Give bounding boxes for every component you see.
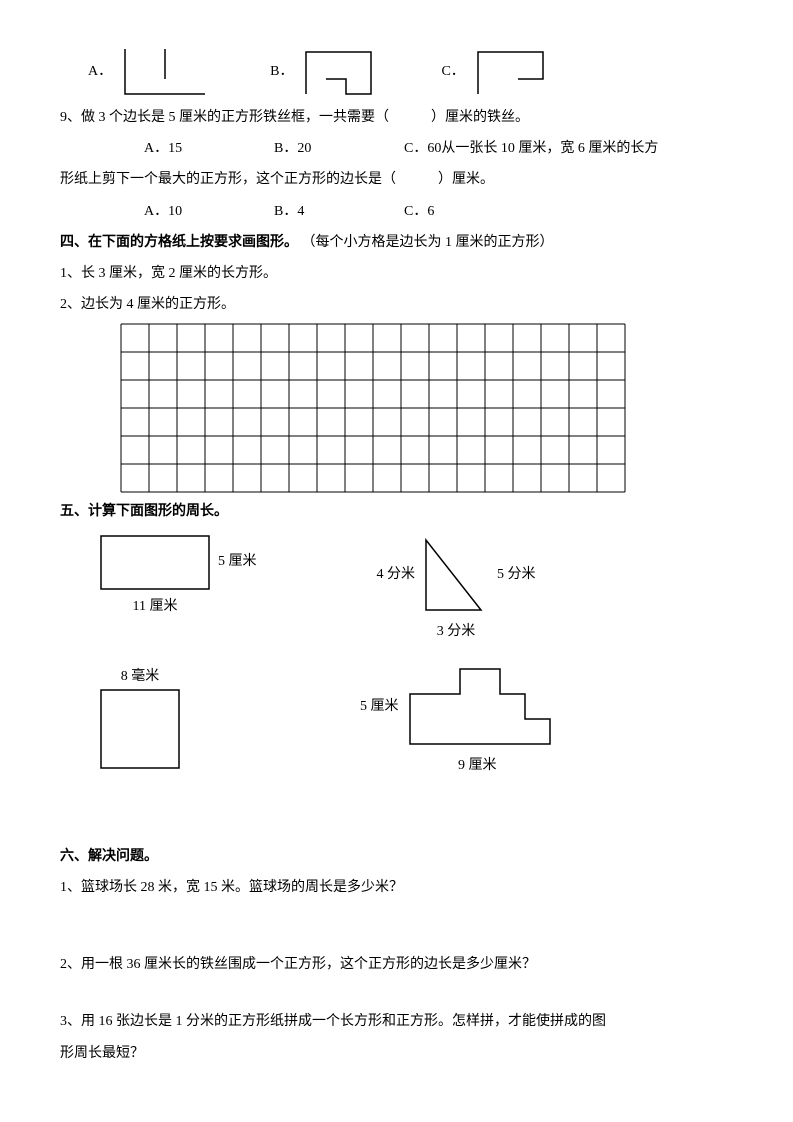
s4-note: （每个小方格是边长为 1 厘米的正方形） [302, 235, 554, 250]
triangle-icon [421, 535, 491, 615]
s6-q2: 2、用一根 36 厘米长的铁丝围成一个正方形，这个正方形的边长是多少厘米？ [60, 952, 733, 977]
square-icon [100, 689, 180, 769]
s5-title: 五、计算下面图形的周长。 [60, 499, 733, 524]
s5-triangle: 4 分米 5 分米 3 分米 [377, 535, 536, 644]
s5-row2: 8 毫米 5 厘米 9 厘米 [100, 664, 733, 778]
q9-text: 9、做 3 个边长是 5 厘米的正方形铁丝框，一共需要（ ）厘米的铁丝。 [60, 105, 733, 130]
q8-optB-label: B． [270, 59, 293, 84]
q9-ans-optA: A．10 [144, 199, 274, 224]
q8-optA: A． [88, 44, 210, 99]
q9-optA: A．15 [144, 136, 274, 161]
shape-a-icon [120, 44, 210, 99]
stair-bottom: 9 厘米 [400, 753, 555, 778]
stair-left: 5 厘米 [360, 694, 399, 719]
tri-right: 5 分米 [497, 562, 536, 587]
s5-row1: 5 厘米 11 厘米 4 分米 5 分米 3 分米 [100, 535, 733, 644]
q8-optC-label: C． [441, 59, 464, 84]
q8-optB: B． [270, 44, 381, 99]
s4-heading: 四、在下面的方格纸上按要求画图形。 （每个小方格是边长为 1 厘米的正方形） [60, 230, 733, 255]
rectangle-icon [100, 535, 210, 590]
q9-optC: C．60 [404, 136, 441, 161]
s4-title: 四、在下面的方格纸上按要求画图形。 [60, 235, 298, 250]
q9-ans-optC: C．6 [404, 199, 434, 224]
q9-options: A．15 B．20 C．60 从一张长 10 厘米，宽 6 厘米的长方 [60, 136, 733, 161]
q9-tail: 从一张长 10 厘米，宽 6 厘米的长方 [441, 136, 658, 161]
s4-q2: 2、边长为 4 厘米的正方形。 [60, 292, 733, 317]
s6-q1: 1、篮球场长 28 米，宽 15 米。篮球场的周长是多少米？ [60, 875, 733, 900]
grid-icon [120, 323, 626, 493]
q8-optC: C． [441, 44, 552, 99]
sq-top: 8 毫米 [100, 664, 180, 689]
s5-square: 8 毫米 [100, 664, 180, 769]
shape-b-icon [301, 44, 381, 99]
q8-options: A． B． C． [60, 44, 733, 99]
q9-ans-optB: B．4 [274, 199, 404, 224]
rect1-bottom: 11 厘米 [100, 594, 210, 619]
q9-ans-options: A．10 B．4 C．6 [60, 199, 733, 224]
q8-optA-label: A． [88, 59, 112, 84]
q9-line2: 形纸上剪下一个最大的正方形，这个正方形的边长是（ ）厘米。 [60, 167, 733, 192]
stair-icon [405, 664, 555, 749]
q9-optB: B．20 [274, 136, 404, 161]
s4-q1: 1、长 3 厘米，宽 2 厘米的长方形。 [60, 261, 733, 286]
tri-bottom: 3 分米 [377, 619, 536, 644]
s5-rect1: 5 厘米 11 厘米 [100, 535, 257, 619]
s6-title: 六、解决问题。 [60, 844, 733, 869]
s5-stair: 5 厘米 9 厘米 [360, 664, 555, 778]
s6-q3b: 形周长最短？ [60, 1041, 733, 1066]
s6-q3a: 3、用 16 张边长是 1 分米的正方形纸拼成一个长方形和正方形。怎样拼，才能使… [60, 1009, 733, 1034]
tri-left: 4 分米 [377, 562, 416, 587]
shape-c-icon [473, 44, 553, 99]
rect1-side: 5 厘米 [218, 549, 257, 574]
